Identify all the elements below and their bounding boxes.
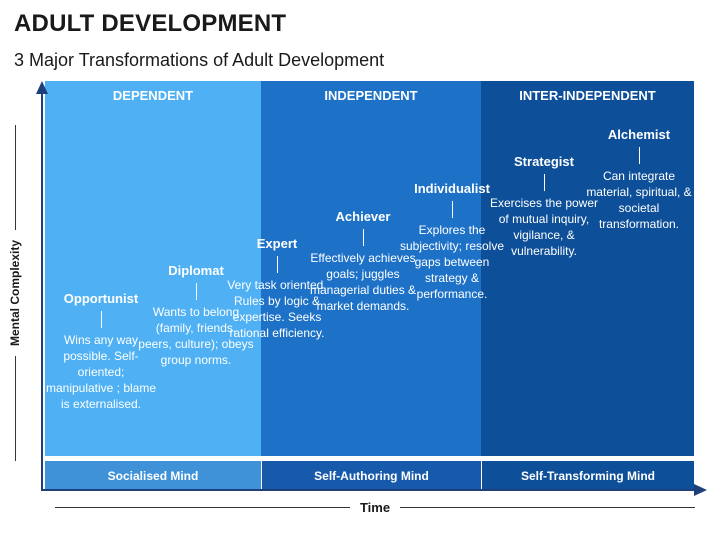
stage-name: Achiever [335, 209, 391, 224]
stage-description: Exercises the power of mutual inquiry, v… [489, 196, 599, 258]
stage-description: Wants to belong (family, friends, peers,… [138, 305, 254, 367]
stage-expert: Expert Very task oriented. Rules by logi… [222, 235, 332, 341]
stage-description: Can integrate material, spiritual, & soc… [586, 169, 692, 231]
band-independent: INDEPENDENT [261, 81, 481, 456]
y-axis-line [41, 93, 43, 490]
stage-name: Diplomat [168, 263, 224, 278]
band-inter-independent: INTER-INDEPENDENT [481, 81, 694, 456]
stage-opportunist: Opportunist Wins any way possible. Self-… [43, 290, 159, 412]
page-title: ADULT DEVELOPMENT [14, 10, 287, 37]
x-label-dash-left [55, 506, 350, 508]
stage-strategist: Strategist Exercises the power of mutual… [486, 153, 602, 259]
mind-self-transforming: Self-Transforming Mind [482, 461, 694, 490]
stage-individualist: Individualist Explores the subjectivity;… [394, 180, 510, 302]
mind-label: Socialised Mind [107, 468, 199, 483]
stage-connector [543, 174, 545, 191]
stage-name: Strategist [514, 154, 574, 169]
x-axis-line [41, 489, 697, 491]
band-label: DEPENDENT [112, 88, 194, 103]
stage-connector [638, 147, 640, 164]
x-axis-label-group: Time [55, 498, 696, 516]
arrow-up-icon [36, 81, 48, 94]
stage-name: Alchemist [607, 127, 671, 142]
x-label-dash-right [400, 506, 696, 508]
mind-label: Self-Transforming Mind [520, 468, 655, 483]
band-label: INDEPENDENT [324, 88, 418, 103]
stage-description: Explores the subjectivity; resolve gaps … [399, 223, 505, 301]
stage-alchemist: Alchemist Can integrate material, spirit… [584, 126, 694, 232]
stage-achiever: Achiever Effectively achieves goals; jug… [306, 208, 420, 314]
stage-connector [276, 256, 278, 273]
stage-description: Very task oriented. Rules by logic & exp… [227, 278, 327, 340]
band-dependent: DEPENDENT [45, 81, 261, 456]
stage-connector [100, 311, 102, 328]
stage-description: Effectively achieves goals; juggles mana… [309, 251, 417, 313]
stage-connector [451, 201, 453, 218]
stage-description: Wins any way possible. Self-oriented; ma… [45, 333, 157, 411]
stage-connector [195, 283, 197, 300]
x-axis-label: Time [359, 499, 391, 515]
y-label-dash-right [14, 124, 16, 230]
stage-diplomat: Diplomat Wants to belong (family, friend… [138, 262, 254, 368]
stage-name: Opportunist [63, 291, 139, 306]
arrow-right-icon [694, 484, 707, 496]
page-subtitle: 3 Major Transformations of Adult Develop… [14, 50, 385, 70]
band-label: INTER-INDEPENDENT [519, 88, 656, 103]
stage-name: Individualist [414, 181, 490, 196]
y-axis-label: Mental Complexity [8, 239, 22, 346]
stage-connector [362, 229, 364, 246]
mind-label: Self-Authoring Mind [314, 468, 429, 483]
mind-socialised: Socialised Mind [45, 461, 261, 490]
stage-name: Expert [256, 236, 298, 251]
y-label-dash-left [14, 355, 16, 461]
y-axis-label-group: Mental Complexity [4, 100, 26, 485]
mind-self-authoring: Self-Authoring Mind [262, 461, 481, 490]
